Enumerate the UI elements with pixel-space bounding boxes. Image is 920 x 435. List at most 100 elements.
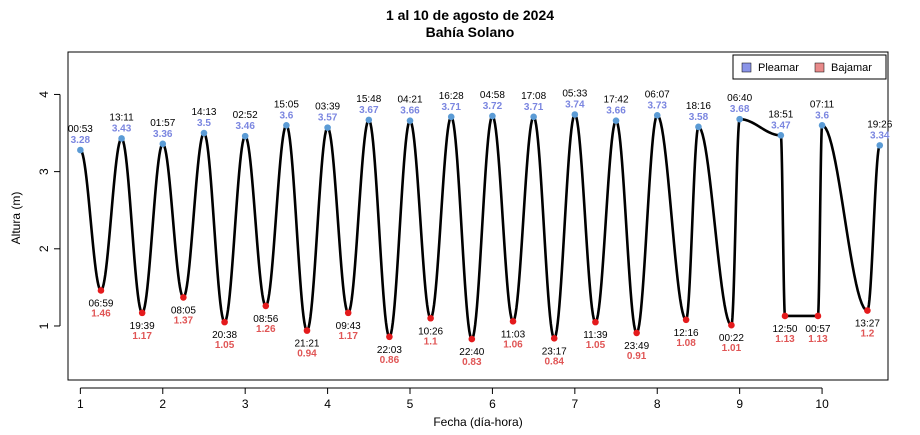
bajamar-time-label: 10:26 [418,326,443,337]
pleamar-time-label: 06:40 [727,93,752,104]
pleamar-height-label: 3.36 [153,129,173,140]
bajamar-height-label: 1.05 [586,340,606,351]
y-tick-label: 4 [37,91,51,98]
bajamar-time-label: 00:22 [719,333,744,344]
pleamar-point [571,111,579,118]
pleamar-time-label: 13:11 [109,112,134,123]
pleamar-point [324,124,331,131]
pleamar-point [695,123,702,131]
bajamar-height-label: 1.17 [132,331,152,342]
bajamar-time-label: 00:57 [805,324,830,335]
bajamar-time-label: 09:43 [336,321,361,332]
bajamar-point [509,318,517,325]
x-tick-label: 4 [324,397,331,411]
pleamar-point [818,122,826,129]
pleamar-height-label: 3.47 [771,120,791,131]
legend-label-bajamar: Bajamar [831,62,872,74]
pleamar-height-label: 3.71 [441,102,461,113]
bajamar-height-label: 0.91 [627,351,647,362]
pleamar-height-label: 3.71 [524,102,544,113]
pleamar-point [406,117,414,124]
pleamar-time-label: 00:53 [68,124,93,135]
bajamar-time-label: 08:56 [253,314,278,325]
chart-title: 1 al 10 de agosto de 2024 [386,7,554,23]
bajamar-time-label: 19:39 [130,321,155,332]
bajamar-height-label: 1.05 [215,340,235,351]
bajamar-time-label: 06:59 [88,298,113,309]
pleamar-time-label: 17:42 [604,95,629,106]
bajamar-point [864,307,871,314]
pleamar-point [283,122,290,129]
pleamar-height-label: 3.46 [235,121,255,132]
bajamar-point [303,327,311,334]
bajamar-point [728,321,735,329]
legend-label-pleamar: Pleamar [758,62,799,74]
bajamar-height-label: 0.86 [380,355,400,366]
pleamar-point [530,113,537,121]
x-axis: 1 2 3 4 5 6 7 8 9 10 [77,387,829,411]
plot-frame [67,51,889,381]
bajamar-point [138,309,146,317]
pleamar-height-label: 3.28 [71,135,91,146]
bajamar-time-label: 22:40 [459,347,484,358]
bajamar-time-label: 20:38 [212,330,237,341]
pleamar-height-label: 3.6 [815,110,829,121]
pleamar-time-label: 07:11 [810,99,835,110]
pleamar-time-label: 19:26 [867,119,892,130]
bajamar-time-label: 23:49 [624,341,649,352]
tide-curve [79,113,881,341]
legend-box [732,54,887,80]
pleamar-point [118,135,125,142]
pleamar-time-label: 15:05 [274,99,299,110]
pleamar-point [447,113,455,121]
pleamar-time-label: 17:08 [521,91,546,102]
pleamar-height-label: 3.43 [112,123,132,134]
bajamar-height-label: 0.83 [462,357,482,368]
pleamar-time-label: 04:58 [480,90,505,101]
bajamar-time-label: 08:05 [171,305,196,316]
x-tick-label: 10 [815,397,829,411]
pleamar-time-label: 03:39 [315,102,340,113]
bajamar-height-label: 1.46 [91,308,111,319]
bajamar-height-label: 1.37 [174,315,194,326]
pleamar-time-label: 16:28 [439,91,464,102]
pleamar-point [736,115,743,123]
bajamar-height-label: 1.17 [338,331,358,342]
y-tick-label: 1 [37,322,51,329]
bajamar-point [344,309,352,317]
bajamar-height-label: 1.01 [722,343,742,354]
bajamar-height-label: 1.08 [676,338,696,349]
pleamar-time-label: 04:21 [397,95,422,106]
pleamar-time-label: 06:07 [645,89,670,100]
pleamar-height-label: 3.5 [197,118,211,129]
y-tick-label: 3 [37,168,51,175]
x-tick-label: 6 [489,397,496,411]
pleamar-point [653,111,661,119]
y-axis-label: Altura (m) [9,192,23,245]
pleamar-point [612,117,620,124]
pleamar-height-label: 3.73 [648,100,668,111]
pleamar-point [876,142,884,149]
pleamar-point [365,116,373,124]
pleamar-height-label: 3.57 [318,113,338,124]
bajamar-height-label: 1.2 [860,329,874,340]
x-tick-label: 8 [654,397,661,411]
bajamar-point [468,335,476,343]
legend-swatch-pleamar [741,62,752,73]
legend-swatch-bajamar [814,62,825,73]
pleamar-point [241,132,249,140]
pleamar-time-label: 14:13 [191,107,216,118]
x-tick-label: 1 [77,397,84,411]
pleamar-height-label: 3.74 [565,100,585,111]
bajamar-point [427,314,434,322]
bajamar-time-label: 12:16 [674,328,699,339]
pleamar-height-label: 3.68 [730,104,750,115]
pleamar-point [159,140,167,148]
x-tick-label: 3 [242,397,249,411]
bajamar-time-label: 23:17 [542,346,567,357]
pleamar-time-label: 18:51 [768,109,793,120]
bajamar-point [180,294,187,301]
pleamar-time-label: 01:57 [150,118,175,129]
bajamar-time-label: 22:03 [377,345,402,356]
